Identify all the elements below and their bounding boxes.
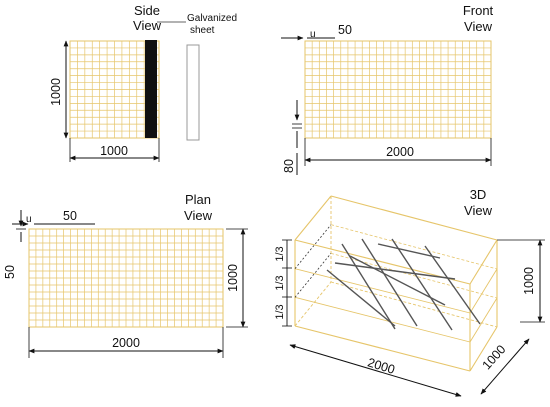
- 3d-band-back: [330, 224, 498, 270]
- 3d-band-front: [294, 268, 471, 314]
- side-view: Side View Galvanized sheet 1000 1000: [49, 3, 237, 162]
- side-view-mesh: [69, 40, 160, 139]
- plan-view-title-2: View: [184, 208, 213, 223]
- 3d-length-dim-label: 2000: [366, 355, 397, 377]
- 3d-rod: [391, 238, 453, 331]
- 3d-view-title-2: View: [464, 203, 493, 218]
- 3d-band-right: [469, 297, 498, 343]
- side-height-dim-label: 1000: [49, 78, 63, 106]
- 3d-length-dim-line: [289, 344, 462, 397]
- 3d-third-top-label: 1/3: [274, 246, 286, 261]
- 3d-rod: [349, 255, 446, 306]
- plan-spacing-top-label: 50: [63, 209, 77, 223]
- 3d-view: 3D View 1/3 1/3 1/3 1000 2000 1000: [274, 187, 545, 397]
- 3d-box-hidden-edge: [294, 281, 332, 327]
- galvanized-sheet-label-2: sheet: [190, 25, 215, 36]
- 3d-rod: [361, 238, 418, 327]
- plan-height-dim-label: 1000: [226, 264, 240, 292]
- 3d-band-left: [294, 253, 332, 298]
- 3d-rod: [377, 243, 441, 259]
- galvanized-sheet-label: Galvanized: [187, 13, 237, 24]
- front-spacing-symbol: u: [310, 29, 316, 40]
- plan-view-mesh: [28, 228, 224, 328]
- plan-width-dim-label: 2000: [112, 336, 140, 350]
- 3d-band-left: [294, 224, 332, 269]
- front-view-title: Front: [463, 3, 494, 18]
- plan-spacing-left-label: 50: [3, 265, 17, 279]
- front-view-mesh: [304, 40, 492, 139]
- front-view-title-2: View: [464, 19, 493, 34]
- 3d-third-bottom-label: 1/3: [274, 304, 286, 319]
- side-view-title-2: View: [133, 18, 162, 33]
- 3d-height-dim-label: 1000: [522, 267, 536, 295]
- side-view-title: Side: [134, 3, 160, 18]
- plan-view-title: Plan: [185, 192, 211, 207]
- 3d-depth-dim-line: [480, 338, 530, 395]
- 3d-box-edge: [330, 195, 498, 241]
- 3d-box-edge: [469, 239, 498, 285]
- side-view-galvanized-sheet: [145, 40, 157, 138]
- 3d-view-box: [294, 195, 498, 372]
- front-view: Front View 50 u 80 2000: [281, 3, 494, 175]
- 3d-rod: [326, 269, 396, 327]
- 3d-band-right: [469, 268, 498, 314]
- side-width-dim-label: 1000: [100, 144, 128, 158]
- front-spacing-label: 50: [338, 23, 352, 37]
- plan-spacing-symbol: u: [26, 214, 32, 225]
- side-view-sheet-edge: [186, 44, 200, 141]
- 3d-rod: [334, 262, 456, 280]
- 3d-box-hidden-edge: [330, 281, 498, 328]
- plan-view: Plan View u 50 50 1000 2000: [3, 192, 248, 358]
- 3d-view-rods: [326, 238, 481, 331]
- 3d-rod: [424, 245, 481, 325]
- 3d-band-front: [294, 296, 471, 343]
- 3d-rod: [341, 243, 396, 330]
- front-offset-label: 80: [282, 159, 296, 173]
- 3d-third-mid-label: 1/3: [274, 275, 286, 290]
- 3d-band-back: [330, 252, 498, 299]
- 3d-view-title: 3D: [470, 187, 487, 202]
- front-width-dim-label: 2000: [386, 145, 414, 159]
- 3d-box-edge: [294, 195, 332, 241]
